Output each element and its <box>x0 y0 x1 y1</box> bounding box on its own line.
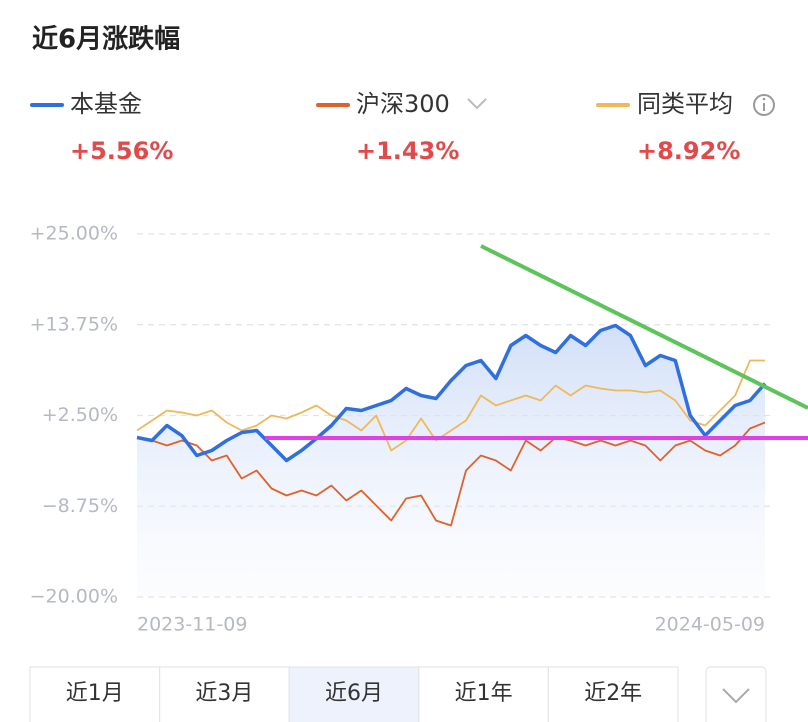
annotation-trendline <box>480 244 808 410</box>
range-tab-label: 近2年 <box>584 681 642 706</box>
x-tick-label: 2023-11-09 <box>137 614 247 636</box>
chart-title: 近6月涨跌幅 <box>32 25 180 55</box>
y-tick-label: +25.00% <box>30 223 118 245</box>
more-button[interactable] <box>705 666 767 722</box>
series-line <box>136 421 766 527</box>
range-tab[interactable] <box>418 666 549 722</box>
legend-change: +8.92% <box>637 137 740 165</box>
y-tick-label: +2.50% <box>42 404 118 426</box>
range-tab-label: 近6月 <box>325 681 383 706</box>
y-tick-label: −8.75% <box>42 495 118 517</box>
more-chevron <box>722 688 750 704</box>
series-line <box>136 323 767 463</box>
range-tab-label: 近1年 <box>455 681 513 706</box>
y-tick-label: −20.00% <box>30 586 118 608</box>
range-tab[interactable] <box>547 666 679 722</box>
info-icon[interactable] <box>753 94 775 116</box>
legend-change: +5.56% <box>70 137 173 165</box>
legend-label: 本基金 <box>70 90 142 118</box>
x-tick-label: 2024-05-09 <box>655 614 765 636</box>
range-tab-label: 近1月 <box>66 681 124 706</box>
legend-change: +1.43% <box>356 137 459 165</box>
legend-label: 同类平均 <box>637 90 733 118</box>
series-line <box>136 359 765 452</box>
range-tab[interactable] <box>29 666 161 722</box>
range-tab[interactable] <box>159 666 290 722</box>
legend-label: 沪深300 <box>356 90 450 118</box>
info-icon-dot <box>762 97 766 101</box>
y-tick-label: +13.75% <box>30 313 118 335</box>
dropdown-chevron[interactable] <box>467 98 487 110</box>
range-tab-label: 近3月 <box>195 681 253 706</box>
area-fill <box>137 325 765 597</box>
